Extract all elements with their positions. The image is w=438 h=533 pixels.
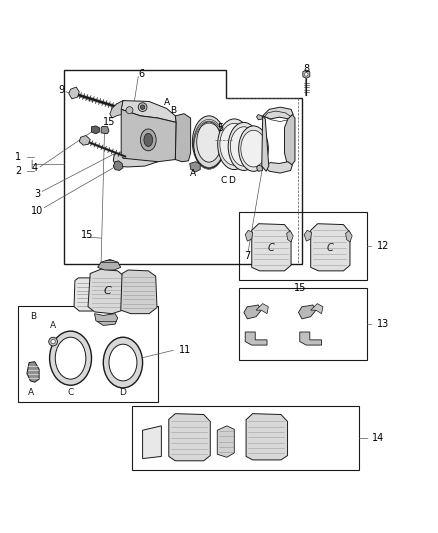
Circle shape xyxy=(304,72,308,76)
Text: 1: 1 xyxy=(15,152,21,163)
Circle shape xyxy=(128,105,138,116)
Text: C: C xyxy=(103,286,111,295)
Ellipse shape xyxy=(141,129,156,151)
Ellipse shape xyxy=(241,130,266,167)
Polygon shape xyxy=(79,135,90,145)
Text: 15: 15 xyxy=(103,117,115,127)
Polygon shape xyxy=(287,231,293,242)
Polygon shape xyxy=(169,414,210,461)
Polygon shape xyxy=(262,116,269,171)
Polygon shape xyxy=(95,313,118,326)
Text: 7: 7 xyxy=(244,252,251,262)
Polygon shape xyxy=(110,101,123,118)
Polygon shape xyxy=(245,332,267,345)
Text: D: D xyxy=(120,387,127,397)
Text: C: C xyxy=(67,387,74,397)
Text: C: C xyxy=(220,175,226,184)
Polygon shape xyxy=(285,115,295,165)
Polygon shape xyxy=(121,101,176,123)
Polygon shape xyxy=(121,270,157,313)
Ellipse shape xyxy=(49,331,92,385)
Text: A: A xyxy=(50,321,56,330)
Polygon shape xyxy=(263,107,293,119)
Text: A: A xyxy=(164,98,170,107)
Bar xyxy=(239,288,367,360)
Bar xyxy=(239,212,367,280)
Polygon shape xyxy=(257,165,263,171)
Text: C: C xyxy=(327,243,334,253)
Circle shape xyxy=(49,337,57,346)
Text: 5: 5 xyxy=(217,123,223,133)
Polygon shape xyxy=(252,224,291,271)
Bar xyxy=(18,306,158,402)
Circle shape xyxy=(131,108,136,113)
Circle shape xyxy=(124,107,131,113)
Polygon shape xyxy=(92,126,99,134)
Polygon shape xyxy=(88,269,125,313)
Polygon shape xyxy=(113,153,158,167)
Polygon shape xyxy=(121,109,176,163)
Polygon shape xyxy=(69,87,79,99)
Ellipse shape xyxy=(55,337,86,379)
Polygon shape xyxy=(27,362,39,382)
Circle shape xyxy=(126,107,133,114)
Text: 9: 9 xyxy=(58,85,64,95)
Text: 2: 2 xyxy=(15,166,21,176)
Polygon shape xyxy=(113,161,123,171)
Text: 11: 11 xyxy=(179,345,191,356)
Text: B: B xyxy=(170,106,176,115)
Polygon shape xyxy=(311,304,323,313)
Text: D: D xyxy=(228,175,235,184)
Polygon shape xyxy=(74,278,99,311)
Text: 6: 6 xyxy=(139,69,145,78)
Polygon shape xyxy=(244,305,261,319)
Text: 15: 15 xyxy=(293,284,306,293)
Polygon shape xyxy=(298,305,316,319)
Bar xyxy=(132,406,359,470)
Text: C: C xyxy=(268,243,275,253)
Polygon shape xyxy=(346,231,352,242)
Text: 8: 8 xyxy=(303,64,309,74)
Text: 14: 14 xyxy=(372,433,384,443)
Ellipse shape xyxy=(192,116,226,168)
Polygon shape xyxy=(98,260,121,270)
Ellipse shape xyxy=(220,123,249,165)
Text: A: A xyxy=(28,387,34,397)
Text: 10: 10 xyxy=(31,206,43,216)
Circle shape xyxy=(138,103,147,111)
Ellipse shape xyxy=(109,344,137,381)
Polygon shape xyxy=(246,414,288,460)
Ellipse shape xyxy=(144,133,152,147)
Polygon shape xyxy=(217,426,234,457)
Polygon shape xyxy=(101,126,109,134)
Text: 4: 4 xyxy=(32,163,38,173)
Ellipse shape xyxy=(218,119,251,169)
Polygon shape xyxy=(304,230,311,241)
Polygon shape xyxy=(300,332,321,345)
Polygon shape xyxy=(257,115,263,120)
Text: B: B xyxy=(30,312,36,321)
Text: 15: 15 xyxy=(81,230,93,240)
Text: 12: 12 xyxy=(377,241,389,251)
Text: 13: 13 xyxy=(377,319,389,329)
Circle shape xyxy=(51,340,55,344)
Polygon shape xyxy=(263,161,292,173)
Circle shape xyxy=(141,105,145,109)
Ellipse shape xyxy=(230,127,258,166)
Ellipse shape xyxy=(239,126,268,171)
Ellipse shape xyxy=(197,122,221,162)
Polygon shape xyxy=(311,224,350,271)
Polygon shape xyxy=(256,304,268,313)
Polygon shape xyxy=(303,70,310,78)
Polygon shape xyxy=(175,114,191,161)
Polygon shape xyxy=(143,426,161,458)
Text: 3: 3 xyxy=(34,189,40,199)
Text: A: A xyxy=(190,169,196,179)
Polygon shape xyxy=(245,230,253,241)
Ellipse shape xyxy=(103,337,143,388)
Polygon shape xyxy=(190,161,200,172)
Ellipse shape xyxy=(228,123,260,171)
